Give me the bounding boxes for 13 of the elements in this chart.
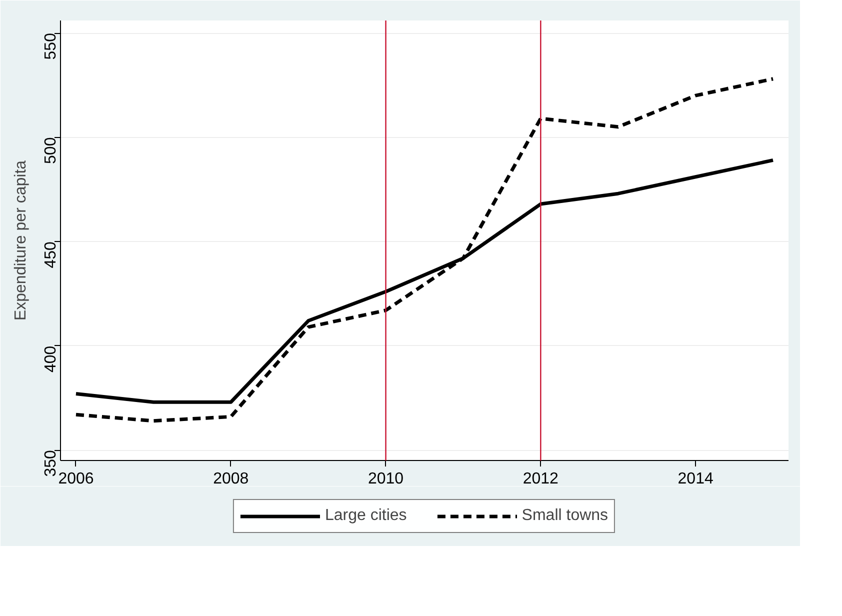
legend-label: Small towns [522,507,608,525]
y-tick-label: 350 [42,450,60,477]
x-tick-label: 2008 [213,470,249,488]
y-tick-label: 550 [42,32,60,60]
y-tick-label: 400 [42,346,60,373]
x-tick-label: 2010 [368,470,404,488]
x-tick-label: 2006 [58,470,94,488]
y-axis-title: Expenditure per capita [12,160,30,321]
x-tick-label: 2012 [522,470,559,488]
y-tick-label: 450 [42,241,60,268]
x-tick-label: 2014 [678,470,714,488]
y-tick-label: 500 [42,137,60,164]
legend-label: Large cities [324,507,407,525]
